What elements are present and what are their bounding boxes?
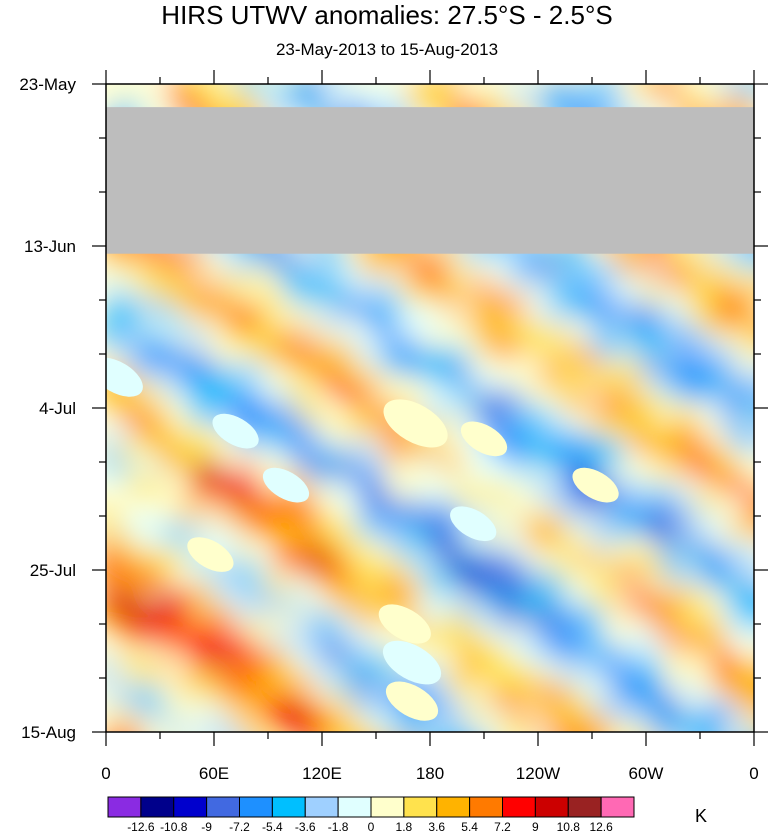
colorbar-label: 3.6 <box>428 820 445 834</box>
colorbar-swatch <box>304 796 339 818</box>
colorbar: -12.6 -10.8 -9 -7.2 -5.4 -3.6 -1.8 0 1.8 3.6 5.4 7.… <box>107 796 635 834</box>
anomaly-peak <box>106 357 143 397</box>
colorbar-label: 12.6 <box>589 820 613 834</box>
y-tick-label: 25-Jul <box>30 561 76 580</box>
anomaly-peak <box>382 640 442 685</box>
y-tick-label: 15-Aug <box>21 723 76 742</box>
anomaly-peak <box>262 467 310 503</box>
x-tick-label: 60W <box>629 764 664 783</box>
colorbar-swatch <box>534 796 569 818</box>
chart-subtitle: 23-May-2013 to 15-Aug-2013 <box>275 40 499 59</box>
colorbar-label: -3.6 <box>295 820 316 834</box>
x-tick-label: 120E <box>302 764 342 783</box>
colorbar-label: -9 <box>201 820 212 834</box>
colorbar-swatch <box>271 796 306 818</box>
colorbar-label: -5.4 <box>262 820 283 834</box>
x-tick-label: 0 <box>749 764 758 783</box>
colorbar-label: -7.2 <box>229 820 250 834</box>
colorbar-swatch <box>567 796 602 818</box>
colorbar-unit: K <box>695 806 708 826</box>
colorbar-swatch <box>173 796 208 818</box>
x-tick-label: 0 <box>101 764 110 783</box>
y-tick-label: 4-Jul <box>39 399 76 418</box>
colorbar-swatch <box>107 796 142 818</box>
colorbar-label: 9 <box>532 820 539 834</box>
x-tick-label: 180 <box>416 764 444 783</box>
colorbar-label: 10.8 <box>557 820 581 834</box>
plot-area <box>106 84 754 732</box>
colorbar-swatch <box>469 796 503 818</box>
y-tick-label: 13-Jun <box>24 237 76 256</box>
missing-data-band <box>106 107 754 254</box>
anomaly-peak <box>385 681 439 721</box>
colorbar-label: 7.2 <box>494 820 511 834</box>
anomaly-peak <box>383 399 448 448</box>
colorbar-swatch <box>436 796 471 818</box>
anomaly-peak <box>450 506 497 542</box>
x-tick-label: 120W <box>516 764 560 783</box>
colorbar-swatch <box>403 796 438 818</box>
colorbar-label: -12.6 <box>127 820 155 834</box>
y-tick-label: 23-May <box>19 75 76 94</box>
colorbar-label: -10.8 <box>160 820 188 834</box>
x-tick-label: 60E <box>199 764 229 783</box>
colorbar-swatch <box>600 796 635 818</box>
anomaly-peak <box>378 604 431 644</box>
colorbar-swatch <box>206 796 240 818</box>
colorbar-swatch <box>337 796 372 818</box>
colorbar-swatch <box>239 796 273 818</box>
colorbar-label: 0 <box>368 820 375 834</box>
anomaly-peak <box>187 537 234 572</box>
chart-title: HIRS UTWV anomalies: 27.5°S - 2.5°S <box>161 0 613 30</box>
colorbar-label: 5.4 <box>461 820 478 834</box>
colorbar-label: -1.8 <box>328 820 349 834</box>
colorbar-swatch <box>502 796 536 818</box>
anomaly-peak <box>212 413 259 449</box>
colorbar-swatch <box>370 796 405 818</box>
anomaly-peak <box>572 467 619 503</box>
colorbar-label: 1.8 <box>396 820 413 834</box>
colorbar-swatch <box>140 796 175 818</box>
anomaly-peak <box>460 421 508 457</box>
